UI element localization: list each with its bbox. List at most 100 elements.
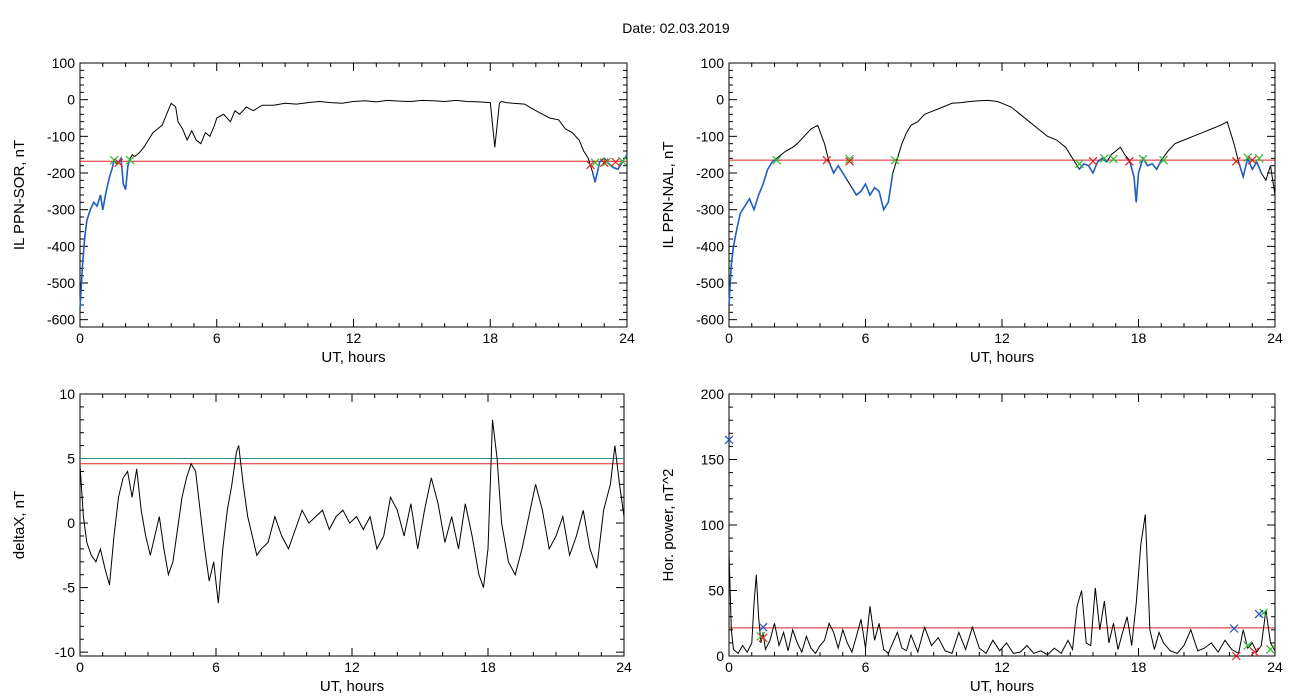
y-tick-label: -100 bbox=[696, 128, 724, 144]
start-marker bbox=[1074, 159, 1084, 169]
start-marker bbox=[602, 157, 611, 167]
y-tick-label: 0 bbox=[67, 515, 75, 531]
y-tick-label: -600 bbox=[696, 312, 724, 328]
x-axis-label: UT, hours bbox=[970, 678, 1034, 695]
start-marker bbox=[1243, 153, 1253, 163]
highlight-segment bbox=[118, 155, 131, 190]
y-tick-label: -400 bbox=[47, 238, 75, 254]
x-axis-label: UT, hours bbox=[321, 349, 385, 366]
end-marker bbox=[114, 158, 124, 168]
y-tick-label: 50 bbox=[708, 583, 724, 599]
y-tick-label: -500 bbox=[696, 275, 724, 291]
end-marker bbox=[1247, 155, 1257, 165]
x-tick-label: 12 bbox=[994, 330, 1010, 346]
start-marker bbox=[590, 158, 600, 168]
start-marker bbox=[1138, 154, 1148, 164]
y-tick-label: 100 bbox=[52, 55, 76, 71]
x-tick-label: 12 bbox=[344, 659, 360, 675]
data-line bbox=[728, 514, 1276, 656]
y-axis-label: IL PPN-NAL, nT bbox=[660, 142, 677, 249]
x-tick-label: 18 bbox=[1131, 330, 1147, 346]
x-tick-label: 18 bbox=[482, 330, 498, 346]
y-tick-label: 10 bbox=[59, 386, 75, 402]
highlight-segment bbox=[1128, 156, 1163, 203]
data-line bbox=[79, 99, 628, 309]
end-marker bbox=[1124, 156, 1134, 166]
x-tick-label: 0 bbox=[725, 659, 733, 675]
x-tick-label: 24 bbox=[1267, 659, 1283, 675]
y-tick-label: -10 bbox=[55, 644, 75, 660]
y-tick-label: -300 bbox=[696, 202, 724, 218]
y-tick-label: 100 bbox=[701, 517, 725, 533]
end-marker bbox=[845, 156, 854, 166]
y-axis-label: Hor. power, nT^2 bbox=[660, 469, 677, 582]
y-tick-label: 0 bbox=[716, 92, 724, 108]
y-axis-label: deltaX, nT bbox=[11, 491, 28, 559]
start-marker bbox=[756, 631, 766, 641]
figure-title: Date: 02.03.2019 bbox=[622, 20, 730, 36]
plot-frame bbox=[728, 393, 1276, 657]
start-marker bbox=[1099, 153, 1109, 163]
panel-hor-power: 0 6 12 18 24 200 150 100 50 0 UT, hours Hor. power,… bbox=[660, 386, 1283, 695]
x-axis-label: UT, hours bbox=[970, 349, 1034, 366]
y-tick-label: -5 bbox=[63, 580, 76, 596]
y-tick-label: 0 bbox=[67, 92, 75, 108]
panel-il-ppn-sor: 0 6 12 18 24 100 0 -100 -200 -300 -400 -500 -600 UT, … bbox=[11, 55, 635, 366]
highlight-segment bbox=[79, 160, 115, 309]
y-tick-label: 100 bbox=[701, 55, 725, 71]
panel-deltax: 0 6 12 18 24 10 5 0 -5 -10 UT, hours deltaX, nT bbox=[11, 386, 632, 695]
x-tick-label: 6 bbox=[213, 330, 221, 346]
end-marker bbox=[1088, 156, 1098, 166]
y-tick-label: -500 bbox=[47, 275, 75, 291]
end-marker bbox=[822, 155, 832, 165]
x-tick-label: 12 bbox=[346, 330, 362, 346]
end-marker bbox=[586, 160, 595, 170]
highlight-segment bbox=[828, 161, 848, 181]
end-marker bbox=[758, 633, 768, 643]
y-tick-label: -200 bbox=[47, 165, 75, 181]
data-line bbox=[79, 419, 625, 604]
x-tick-label: 24 bbox=[619, 330, 635, 346]
y-tick-label: -100 bbox=[47, 128, 75, 144]
x-tick-label: 0 bbox=[725, 330, 733, 346]
x-tick-label: 0 bbox=[76, 330, 84, 346]
x-tick-label: 6 bbox=[862, 330, 870, 346]
y-tick-label: 200 bbox=[701, 386, 725, 402]
panel-il-ppn-nal: 0 6 12 18 24 100 0 -100 -200 -300 -400 -500 -600 UT, … bbox=[660, 55, 1283, 366]
start-marker bbox=[125, 155, 135, 165]
extra-marker bbox=[758, 622, 768, 632]
end-marker bbox=[1231, 156, 1241, 166]
end-marker bbox=[611, 157, 621, 167]
extra-marker bbox=[1229, 624, 1239, 633]
x-tick-label: 6 bbox=[862, 659, 870, 675]
end-marker bbox=[1250, 647, 1259, 657]
x-tick-label: 6 bbox=[212, 659, 220, 675]
highlight-segment bbox=[1078, 157, 1108, 175]
extra-marker bbox=[1254, 609, 1264, 619]
plot-frame bbox=[79, 393, 625, 657]
plot-frame bbox=[728, 62, 1276, 328]
x-tick-label: 18 bbox=[1131, 659, 1147, 675]
plot-frame bbox=[79, 62, 628, 328]
start-marker bbox=[1109, 154, 1118, 164]
start-marker bbox=[109, 155, 119, 165]
start-marker bbox=[845, 154, 854, 164]
x-tick-label: 24 bbox=[1267, 330, 1283, 346]
y-tick-label: 0 bbox=[716, 648, 724, 664]
extra-marker bbox=[724, 435, 734, 445]
start-marker bbox=[1254, 153, 1264, 163]
y-tick-label: 150 bbox=[701, 452, 725, 468]
start-marker bbox=[1243, 641, 1253, 650]
x-tick-label: 12 bbox=[994, 659, 1010, 675]
end-marker bbox=[1231, 651, 1241, 661]
highlight-segment bbox=[851, 172, 894, 212]
start-marker bbox=[890, 155, 900, 165]
y-tick-label: -400 bbox=[696, 238, 724, 254]
y-tick-label: -200 bbox=[696, 165, 724, 181]
y-axis-label: IL PPN-SOR, nT bbox=[11, 140, 28, 250]
y-tick-label: 5 bbox=[67, 451, 75, 467]
highlight-segment bbox=[728, 157, 778, 306]
start-marker bbox=[1266, 645, 1275, 654]
x-tick-label: 18 bbox=[480, 659, 496, 675]
